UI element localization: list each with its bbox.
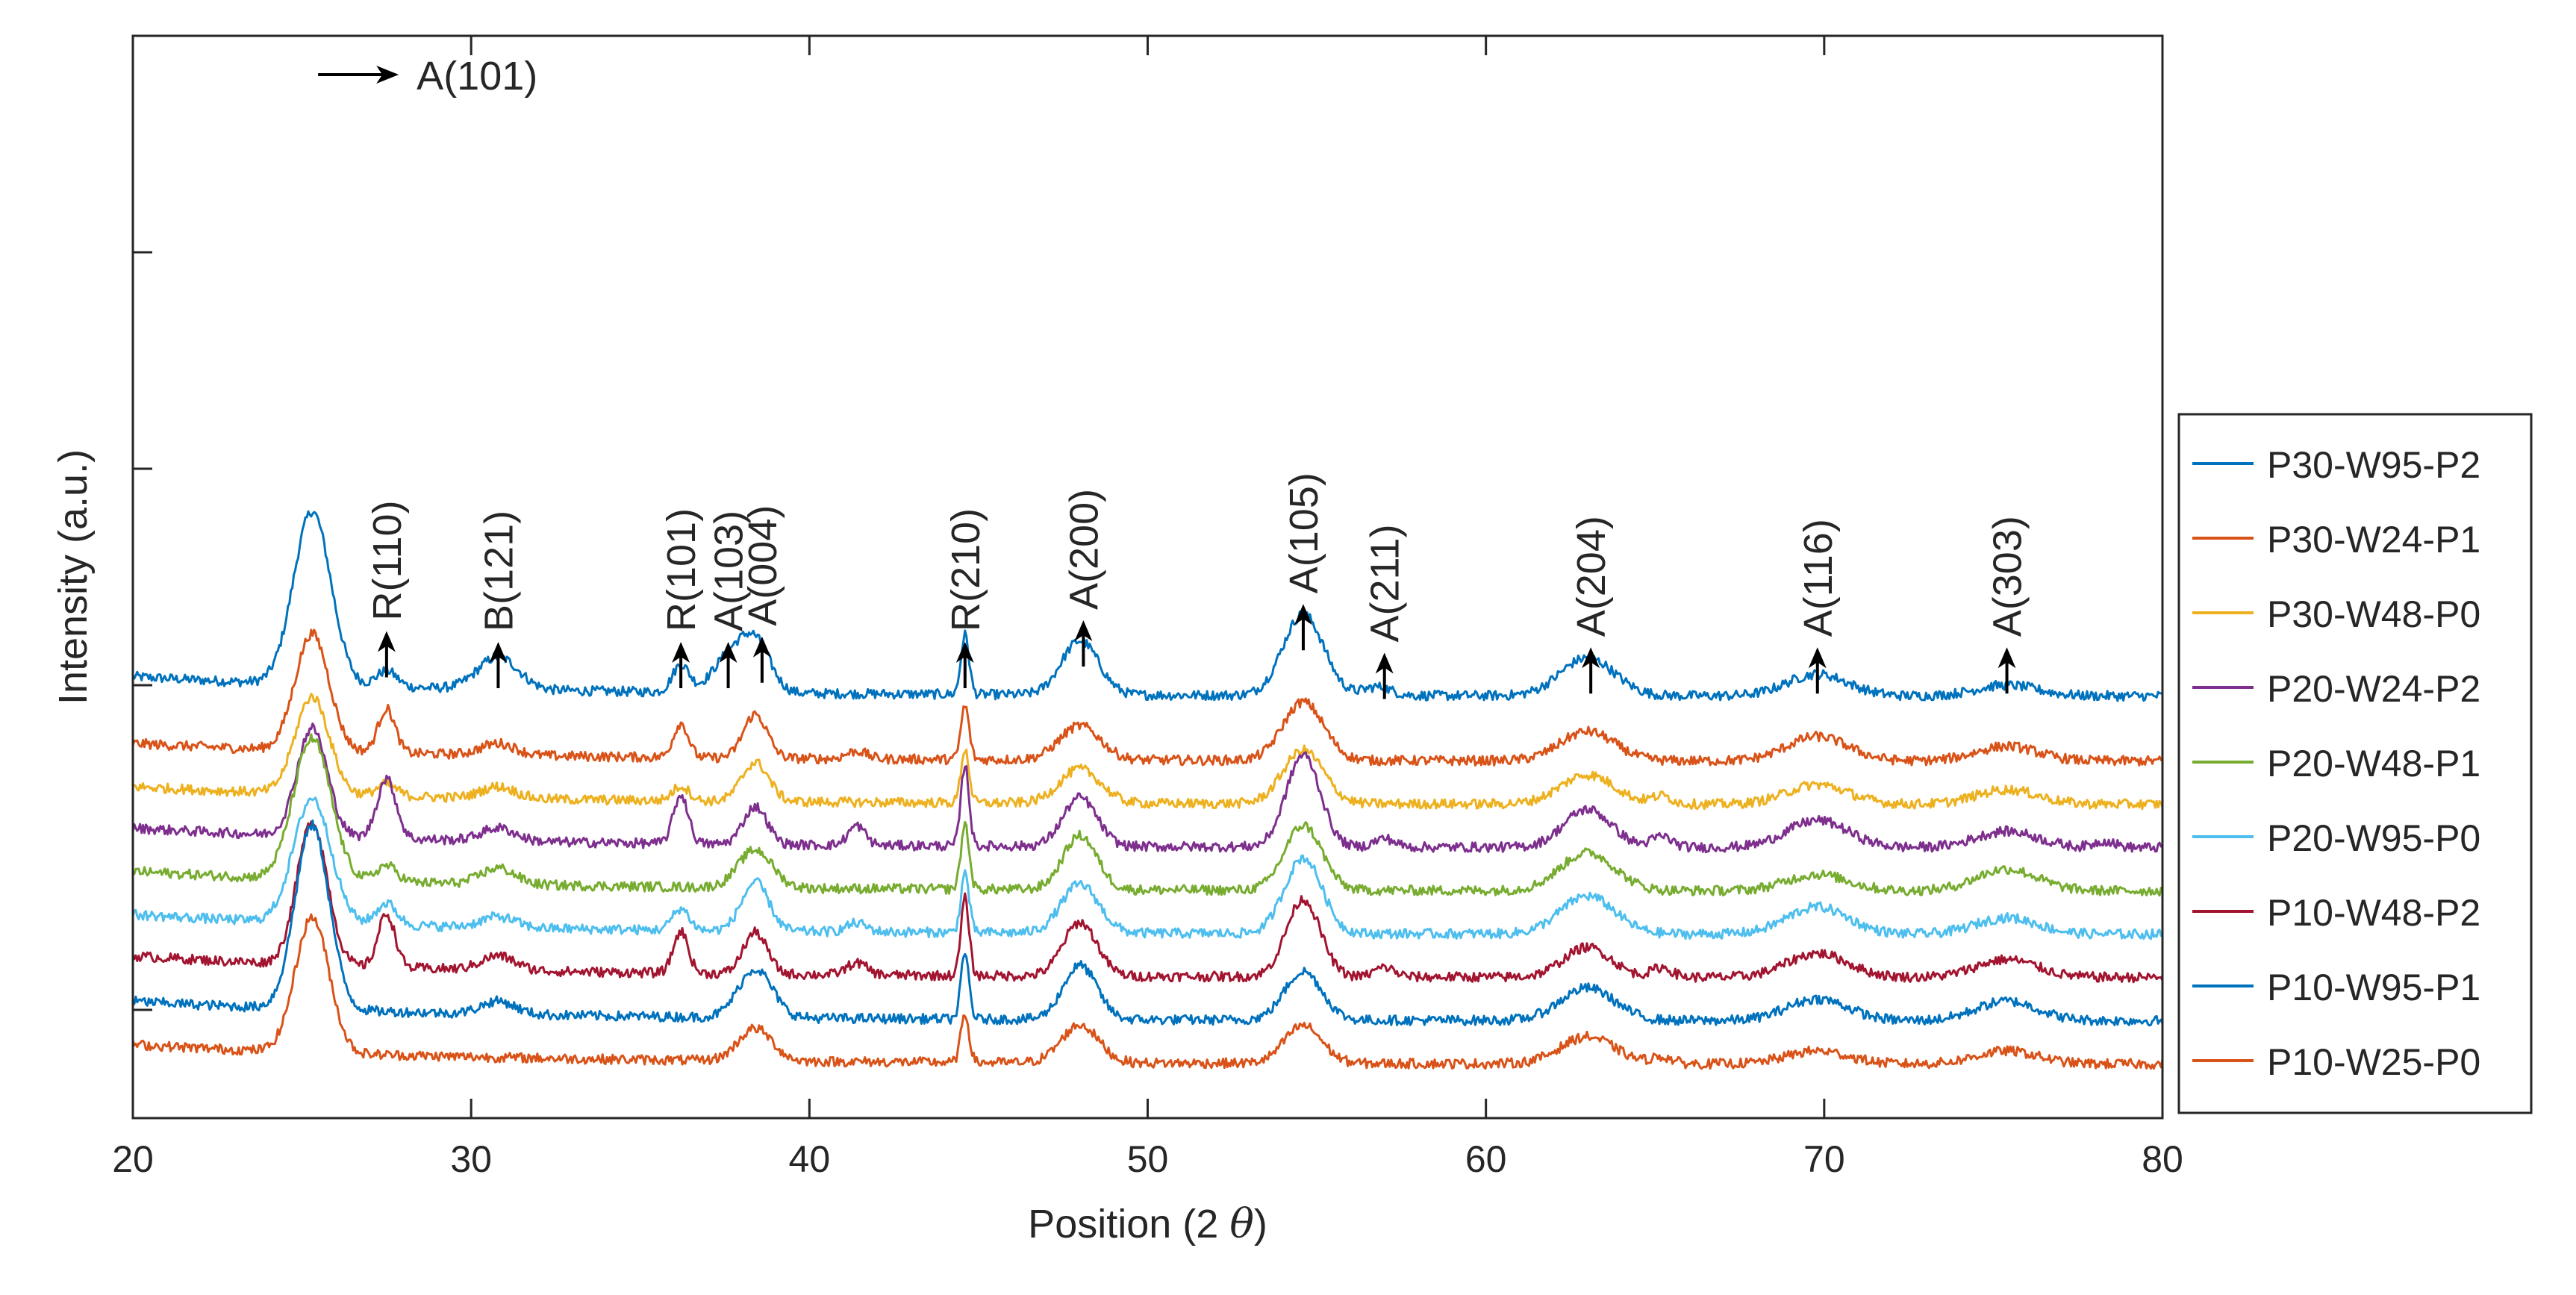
annotation-label-r101: R(101): [659, 508, 704, 631]
annotation-arrowhead-b121: [489, 642, 508, 663]
annotation-arrowhead-r110: [377, 631, 396, 652]
annotation-arrowhead-a200: [1074, 620, 1093, 641]
series-line-p30-w95-p2: [131, 510, 2163, 702]
annotation-label-a116: A(116): [1796, 519, 1841, 637]
series-line-p30-w24-p1: [131, 628, 2163, 767]
x-tick-label-20: 20: [112, 1138, 154, 1180]
x-axis-label: Position (2 θ): [1028, 1200, 1267, 1247]
annotation-label-a303: A(303): [1986, 516, 2030, 637]
legend-label-p30-w95-p2: P30-W95-P2: [2267, 444, 2480, 486]
y-axis-ticks: [133, 34, 152, 1011]
legend-label-p10-w48-p2: P10-W48-P2: [2267, 892, 2480, 934]
legend-label-p30-w24-p1: P30-W24-P1: [2267, 519, 2480, 561]
series-line-p20-w95-p0: [131, 796, 2164, 940]
annotation-label-b121: B(121): [476, 511, 521, 631]
x-tick-label-70: 70: [1803, 1138, 1845, 1180]
annotation-label-a101: A(101): [417, 54, 537, 99]
series-line-p10-w25-p0: [131, 913, 2164, 1070]
legend-label-p10-w95-p1: P10-W95-P1: [2267, 967, 2480, 1008]
legend: P30-W95-P2 P30-W24-P1 P30-W48-P0 P20-W24-P2…: [2177, 413, 2533, 1114]
annotation-arrowhead-r101: [672, 642, 690, 663]
series-layer: [131, 510, 2164, 1070]
legend-label-p10-w25-p0: P10-W25-P0: [2267, 1041, 2480, 1083]
annotation-arrowhead-r210: [955, 642, 974, 663]
annotation-label-a105: A(105): [1282, 472, 1326, 593]
annotation-arrowhead-a004: [752, 636, 771, 658]
annotation-arrowhead-a303: [1998, 647, 2016, 669]
x-axis-ticks: 20 30 40 50 60 70 80: [112, 36, 2183, 1180]
x-tick-label-30: 30: [450, 1138, 492, 1180]
annotation-arrowhead-a103: [719, 642, 737, 663]
legend-label-p20-w95-p0: P20-W95-P0: [2267, 817, 2480, 859]
annotation-label-a204: A(204): [1569, 516, 1614, 637]
series-line-p10-w48-p2: [131, 820, 2164, 984]
annotation-label-r110: R(110): [365, 500, 410, 620]
annotation-label-a200: A(200): [1061, 489, 1106, 610]
x-tick-label-50: 50: [1127, 1138, 1169, 1180]
x-tick-label-80: 80: [2142, 1138, 2183, 1180]
annotation-layer: A(101) R(110) B(121) R(101) A(103)A(004) R(21…: [318, 54, 2030, 699]
annotation-arrowhead-a105: [1294, 604, 1312, 625]
y-axis-label: Intensity (a.u.): [51, 449, 96, 705]
annotation-label-a211: A(211): [1363, 524, 1408, 642]
series-line-p20-w24-p2: [131, 723, 2163, 854]
series-line-p10-w95-p1: [131, 819, 2164, 1027]
annotation-label-a004: A(004): [740, 505, 785, 626]
x-tick-label-60: 60: [1465, 1138, 1507, 1180]
legend-label-p20-w24-p2: P20-W24-P2: [2267, 668, 2480, 710]
annotation-arrowhead-a101: [376, 66, 399, 84]
annotation-label-r210: R(210): [944, 508, 988, 631]
annotation-arrowhead-a204: [1582, 647, 1600, 669]
x-tick-label-40: 40: [789, 1138, 831, 1180]
series-line-p30-w48-p0: [132, 693, 2164, 811]
legend-label-p20-w48-p1: P20-W48-P1: [2267, 743, 2480, 784]
series-line-p20-w48-p1: [131, 733, 2164, 897]
legend-label-p30-w48-p0: P30-W48-P0: [2267, 593, 2480, 635]
annotation-arrowhead-a116: [1808, 647, 1827, 669]
annotation-label-a103: A(103): [707, 511, 752, 631]
annotation-arrowhead-a211: [1375, 652, 1394, 674]
